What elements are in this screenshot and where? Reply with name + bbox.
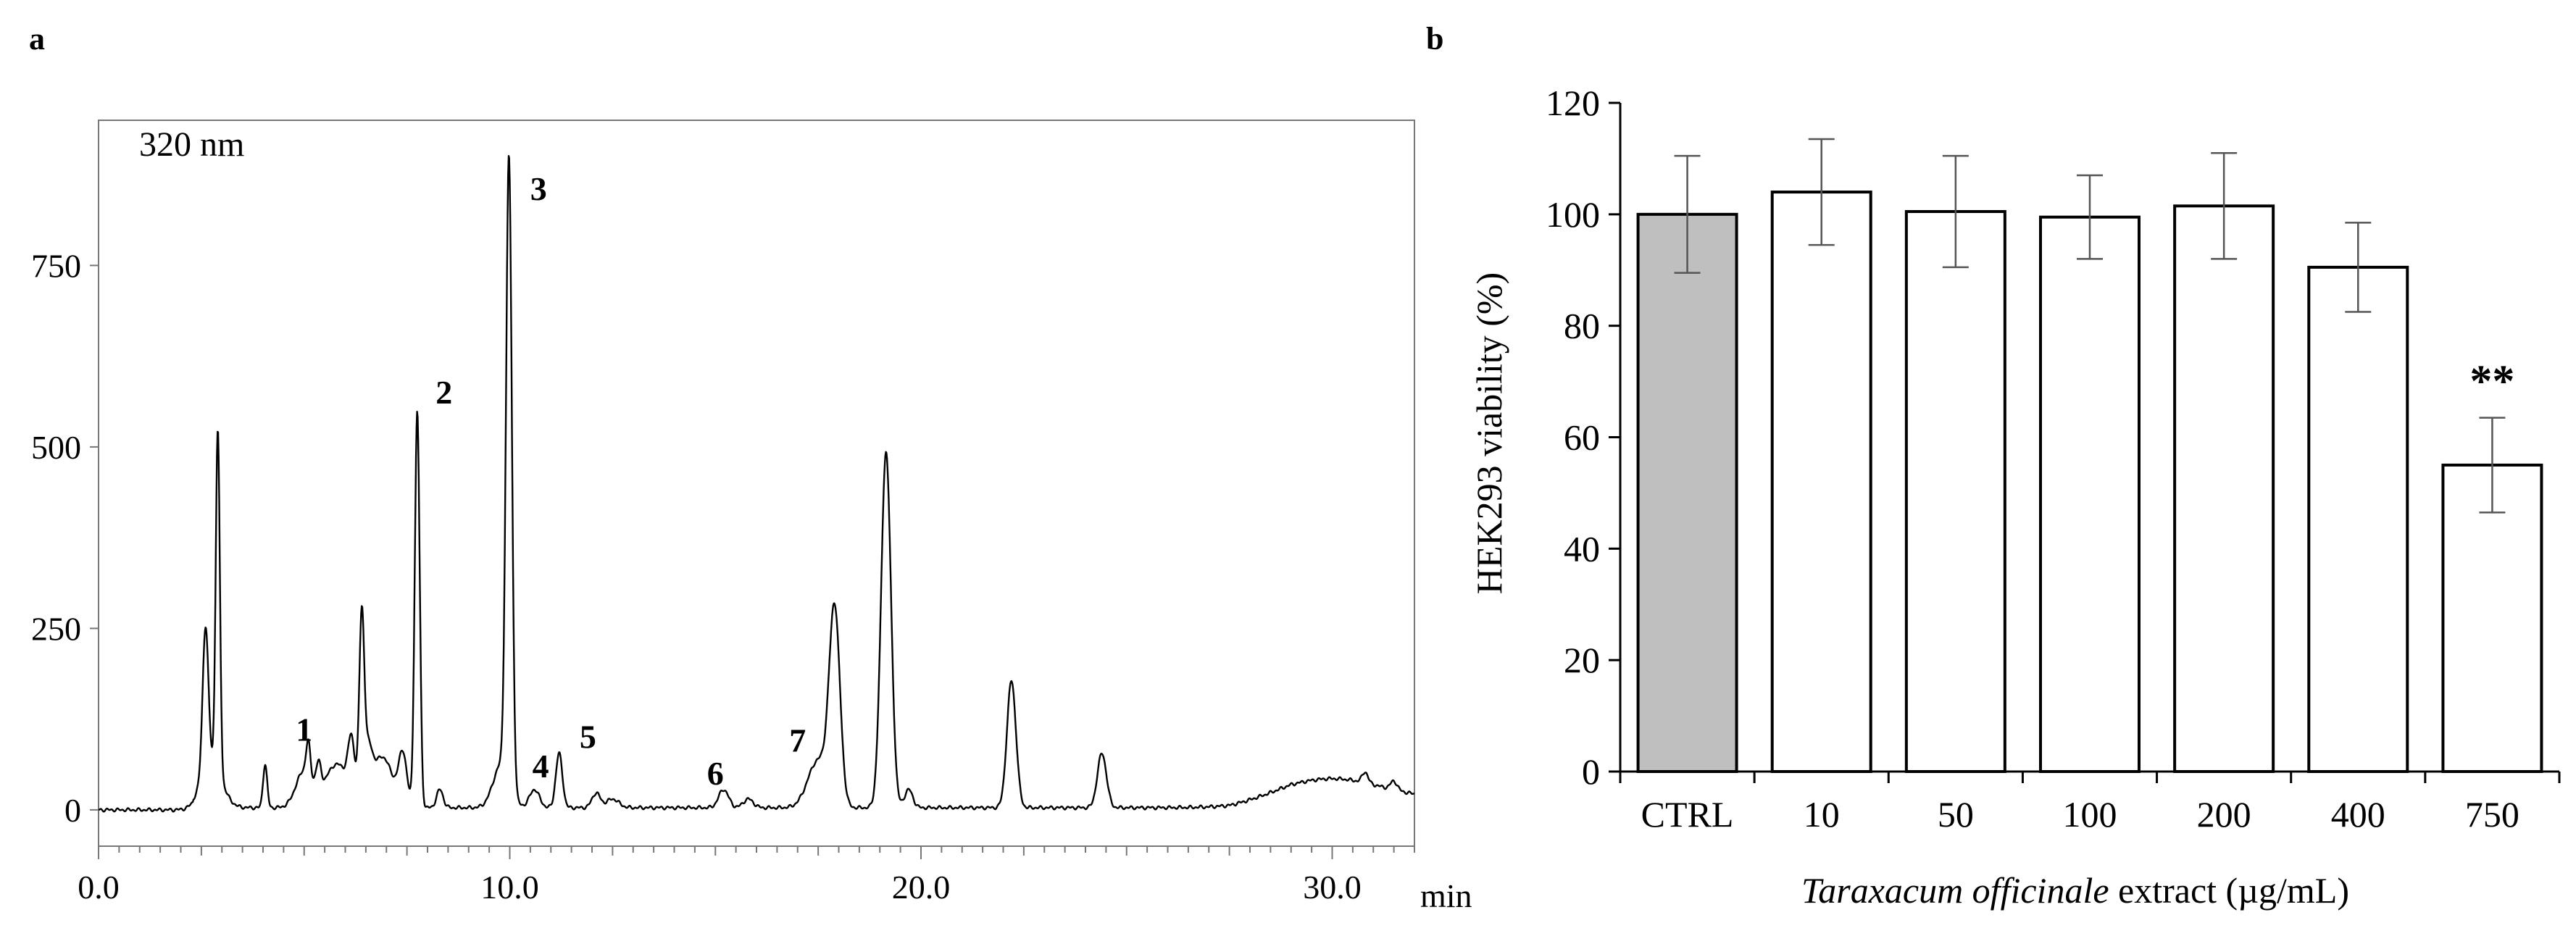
y-tick-label: 100 — [1546, 194, 1600, 235]
x-tick-label: 0.0 — [78, 869, 120, 906]
viability-bars: ** — [1636, 138, 2543, 774]
y-tick-label: 0 — [64, 792, 81, 829]
bar-750 — [2441, 463, 2543, 773]
panel-a-letter: a — [29, 21, 45, 57]
x-tick-label: 400 — [2331, 794, 2385, 835]
bar-400 — [2307, 265, 2409, 773]
x-tick-label: 20.0 — [892, 869, 951, 906]
peak-label: 7 — [789, 722, 806, 759]
error-bar — [2077, 174, 2103, 260]
viability-x-axis: CTRL 10 50 100 200 400 750 — [1619, 770, 2561, 835]
chromatogram: 0 250 500 750 0.0 10.0 20.0 30.0 1 2 3 45 6 7 320 n… — [31, 120, 1472, 914]
x-tick-label: 10.0 — [480, 869, 539, 906]
y-tick-label: 750 — [31, 247, 81, 284]
viability-y-axis-label: HEK293 viability (%) — [1469, 272, 1509, 594]
y-tick-label: 80 — [1564, 306, 1600, 346]
y-tick-label: 0 — [1582, 751, 1600, 792]
y-tick-label: 120 — [1546, 83, 1600, 123]
peak-label: 6 — [707, 755, 724, 792]
x-tick-label: 30.0 — [1303, 869, 1362, 906]
peak-label: 1 — [296, 711, 312, 748]
bar-10 — [1770, 191, 1872, 774]
error-bar — [1942, 154, 1969, 269]
y-tick-label: 500 — [31, 429, 81, 466]
bar-50 — [1904, 209, 2006, 773]
x-axis-label-unit: extract (µg/mL) — [2109, 870, 2349, 911]
chromatogram-trace — [98, 155, 1415, 813]
error-bar — [2479, 417, 2506, 514]
peak-labels: 1 2 3 45 6 7 — [296, 170, 806, 792]
x-tick-label: 750 — [2465, 794, 2519, 835]
x-axis-label-species: Taraxacum officinale — [1801, 870, 2109, 911]
chromatogram-y-axis: 0 250 500 750 — [31, 247, 99, 829]
peak-label: 4 — [533, 748, 549, 785]
x-tick-label: 10 — [1804, 794, 1840, 835]
error-bar — [1808, 138, 1835, 246]
chromatogram-x-axis: 0.0 10.0 20.0 30.0 — [78, 846, 1415, 906]
wavelength-annotation: 320 nm — [139, 125, 244, 164]
bar-ctrl — [1636, 212, 1738, 774]
error-bar — [1674, 154, 1701, 274]
x-tick-label: 100 — [2063, 794, 2117, 835]
peak-label: 2 — [435, 374, 452, 411]
y-tick-label: 40 — [1564, 528, 1600, 569]
x-tick-label: 200 — [2197, 794, 2251, 835]
peak-label: 3 — [530, 170, 547, 207]
y-tick-label: 20 — [1564, 640, 1600, 680]
y-tick-label: 250 — [31, 610, 81, 647]
panel-b-letter: b — [1426, 21, 1443, 57]
y-tick-label: 60 — [1564, 417, 1600, 458]
significance-marker: ** — [2469, 357, 2514, 406]
bar-200 — [2173, 204, 2275, 773]
error-bar — [2345, 222, 2372, 313]
x-tick-label: CTRL — [1641, 794, 1734, 835]
peak-label: 5 — [580, 719, 596, 756]
x-tick-label: 50 — [1938, 794, 1974, 835]
viability-x-axis-label: Taraxacum officinale extract (µg/mL) — [1801, 870, 2349, 911]
error-bar — [2211, 151, 2238, 260]
chromatogram-x-axis-label: min — [1420, 877, 1472, 914]
viability-y-axis: 0 20 40 60 80 100 120 — [1546, 83, 1622, 792]
bar-100 — [2039, 215, 2141, 774]
